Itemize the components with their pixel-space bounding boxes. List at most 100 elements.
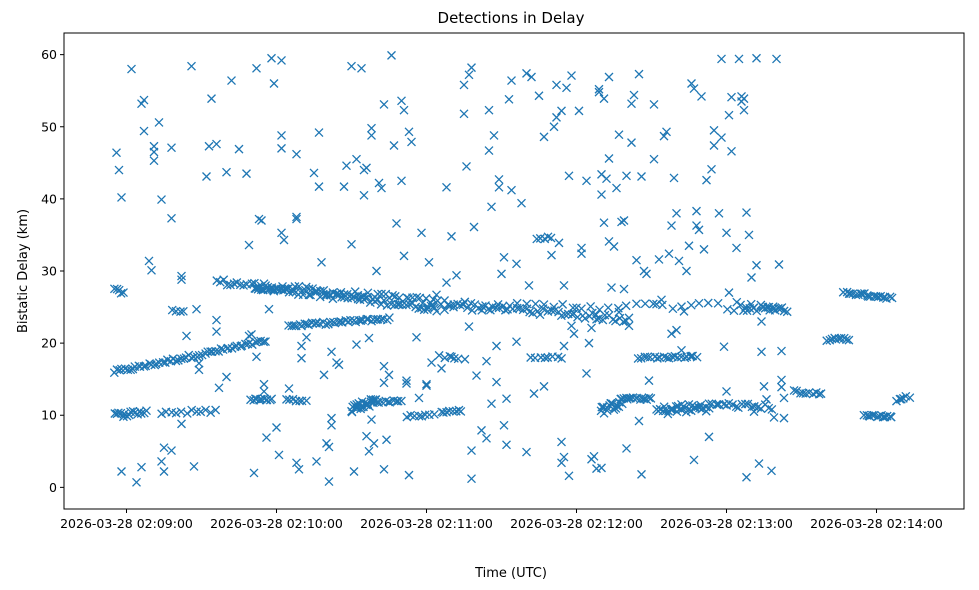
scatter-point — [214, 383, 224, 393]
scatter-point — [592, 314, 601, 324]
scatter-point — [632, 255, 641, 265]
scatter-point — [367, 123, 376, 133]
scatter-point — [167, 143, 176, 153]
track-point — [440, 305, 449, 315]
track-point — [673, 353, 683, 363]
scatter-point — [244, 331, 254, 341]
scatter-point — [259, 386, 269, 396]
track-point — [782, 307, 792, 317]
track-point — [288, 287, 298, 297]
scatter-point — [399, 251, 409, 261]
scatter-point — [252, 352, 261, 362]
scatter-point — [642, 269, 651, 279]
track-point — [261, 337, 270, 347]
scatter-point — [272, 423, 281, 432]
track-point — [557, 353, 567, 363]
track-point — [639, 394, 649, 404]
scatter-point — [412, 332, 421, 342]
scatter-point — [494, 174, 504, 184]
scatter-point — [609, 242, 619, 251]
y-tick-label: 50 — [41, 119, 57, 134]
track-point — [158, 357, 168, 367]
scatter-point — [487, 202, 496, 212]
scatter-point — [679, 306, 689, 316]
scatter-point — [614, 130, 624, 140]
track-point — [350, 287, 360, 297]
y-tick-label: 60 — [41, 47, 57, 62]
scatter-point — [622, 443, 631, 453]
track-point — [628, 393, 638, 403]
scatter-point — [437, 363, 446, 373]
track-point — [512, 298, 522, 308]
scatter-point — [644, 376, 654, 386]
y-tick-label: 0 — [49, 480, 57, 495]
track-point — [113, 408, 123, 418]
track-point — [531, 299, 541, 309]
track-point — [857, 289, 867, 299]
scatter-point — [574, 106, 584, 116]
scatter-point — [499, 420, 509, 430]
scatter-point — [757, 317, 766, 326]
scatter-point — [464, 322, 474, 331]
scatter-point — [702, 175, 711, 185]
scatter-point — [374, 178, 384, 188]
scatter-point — [689, 455, 699, 465]
scatter-point — [447, 231, 456, 241]
scatter-point — [739, 105, 749, 115]
track-point — [549, 302, 559, 312]
scatter-point — [207, 94, 216, 104]
scatter-point — [359, 190, 369, 200]
track-point — [603, 303, 613, 313]
scatter-point — [602, 174, 611, 184]
scatter-point — [462, 161, 471, 171]
scatter-point — [739, 94, 749, 104]
track-point — [328, 294, 338, 304]
scatter-point — [752, 260, 761, 270]
track-point — [322, 291, 332, 301]
track-point — [456, 406, 466, 416]
track-point — [573, 312, 582, 322]
scatter-point — [692, 206, 701, 216]
y-tick-label: 40 — [41, 191, 57, 206]
track-point — [546, 233, 556, 243]
scatter-point — [597, 190, 606, 200]
scatter-point — [547, 250, 556, 260]
track-point — [842, 335, 851, 345]
track-point — [355, 295, 365, 305]
scatter-point — [627, 99, 636, 109]
scatter-point — [649, 154, 659, 164]
track-point — [203, 347, 213, 357]
scatter-point — [624, 313, 634, 323]
scatter-point — [557, 458, 566, 468]
scatter-point — [422, 379, 431, 389]
scatter-point — [687, 351, 696, 361]
scatter-point — [387, 50, 396, 60]
scatter-point — [552, 112, 561, 122]
scatter-point — [557, 437, 566, 447]
track-point — [525, 307, 535, 317]
scatter-point — [489, 130, 499, 140]
track-point — [449, 302, 459, 312]
scatter-point — [327, 347, 336, 357]
scatter-point — [667, 329, 676, 339]
scatter-point — [607, 283, 616, 293]
scatter-point — [559, 341, 569, 351]
track-point — [219, 275, 229, 285]
track-point — [458, 300, 468, 310]
scatter-point — [727, 146, 736, 156]
scatter-point — [277, 143, 286, 153]
scatter-point — [114, 165, 124, 175]
scatter-point — [154, 117, 164, 127]
scatter-point — [314, 128, 324, 137]
scatter-point — [629, 90, 639, 100]
scatter-point — [467, 446, 476, 456]
scatter-point — [147, 265, 156, 275]
scatter-point — [674, 256, 684, 266]
scatter-point — [774, 260, 784, 269]
scatter-point — [699, 244, 709, 254]
scatter-point — [249, 468, 259, 478]
scatter-point — [617, 217, 626, 227]
track-point — [379, 295, 389, 305]
track-point — [429, 409, 439, 419]
scatter-point — [722, 228, 731, 238]
